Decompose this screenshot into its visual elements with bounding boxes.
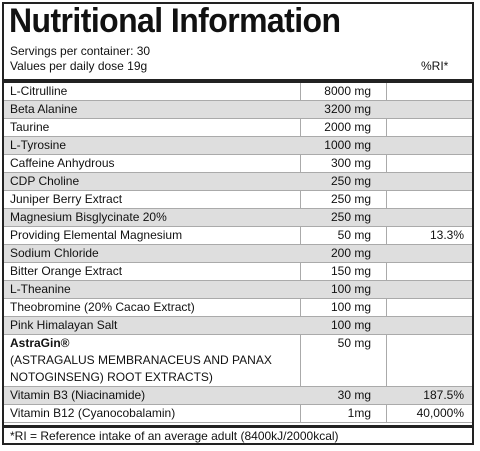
table-row: Bitter Orange Extract 150 mg [4,263,472,281]
nutrient-name-line: (ASTRAGALUS MEMBRANACEUS AND PANAX [10,353,272,367]
nutrient-amount: 1mg [347,406,371,420]
nutrient-ri: 187.5% [423,388,464,402]
nutrient-amount: 8000 mg [324,84,371,98]
top-rule [4,79,472,83]
nutrient-name: Theobromine (20% Cacao Extract) [10,300,195,314]
servings-text: Servings per container: 30 [10,44,151,58]
nutrient-name: Taurine [10,120,50,134]
nutrient-name: L-Tyrosine [10,138,67,152]
ri-column-header: %RI* [421,59,449,73]
table-row: L-Theanine 100 mg [4,281,472,299]
nutrient-amount: 50 mg [337,228,371,242]
nutrient-name: Magnesium Bisglycinate 20% [10,210,167,224]
nutrition-panel: Nutritional Information Servings per con… [2,2,474,445]
nutrient-amount: 250 mg [330,210,371,224]
nutrient-amount: 150 mg [330,264,371,278]
table-row: Juniper Berry Extract 250 mg [4,191,472,209]
nutrient-name: L-Citrulline [10,84,68,98]
table-row: Magnesium Bisglycinate 20% 250 mg [4,209,472,227]
nutrient-amount: 300 mg [330,156,371,170]
nutrient-name: Bitter Orange Extract [10,264,123,278]
nutrient-name: CDP Choline [10,174,80,188]
table-row: AstraGin® (ASTRAGALUS MEMBRANACEUS AND PA… [4,335,472,387]
table-row: Pink Himalayan Salt 100 mg [4,317,472,335]
table-row: Caffeine Anhydrous 300 mg [4,155,472,173]
nutrient-name: Caffeine Anhydrous [10,156,115,170]
nutrient-name: Pink Himalayan Salt [10,318,118,332]
nutrient-amount: 2000 mg [324,120,371,134]
nutrient-amount: 250 mg [330,174,371,188]
nutrient-amount: 100 mg [330,282,371,296]
table-row: Beta Alanine 3200 mg [4,101,472,119]
nutrient-name-line: NOTOGINSENG) ROOT EXTRACTS) [10,370,213,384]
nutrient-amount: 3200 mg [324,102,371,116]
nutrient-ri: 13.3% [429,228,464,242]
nutrient-name: Sodium Chloride [10,246,99,260]
values-per-text: Values per daily dose 19g [10,59,148,73]
nutrient-amount: 200 mg [330,246,371,260]
table-row: Theobromine (20% Cacao Extract) 100 mg [4,299,472,317]
nutrient-name: Providing Elemental Magnesium [10,228,183,242]
nutrient-amount: 250 mg [330,192,371,206]
nutrient-name: AstraGin® [10,336,70,350]
nutrient-amount: 50 mg [337,336,371,350]
nutrient-name: Juniper Berry Extract [10,192,123,206]
nutrient-amount: 1000 mg [324,138,371,152]
table-row: Sodium Chloride 200 mg [4,245,472,263]
nutrient-ri: 40,000% [416,406,464,420]
nutrient-amount: 30 mg [337,388,371,402]
table-row: L-Citrulline 8000 mg [4,83,472,101]
table-row: Providing Elemental Magnesium 50 mg 13.3% [4,227,472,245]
nutrient-name: Vitamin B12 (Cyanocobalamin) [10,406,176,420]
page-title: Nutritional Information [9,2,341,40]
footnote: *RI = Reference intake of an average adu… [10,429,339,443]
table-row: Vitamin B3 (Niacinamide) 30 mg 187.5% [4,387,472,405]
table-row: Vitamin B12 (Cyanocobalamin) 1mg 40,000% [4,405,472,423]
nutrient-name: L-Theanine [10,282,71,296]
nutrient-amount: 100 mg [330,318,371,332]
nutrient-name: Beta Alanine [10,102,78,116]
table-row: CDP Choline 250 mg [4,173,472,191]
nutrient-name: Vitamin B3 (Niacinamide) [10,388,146,402]
table-row: Taurine 2000 mg [4,119,472,137]
nutrient-amount: 100 mg [330,300,371,314]
nutrition-table: L-Citrulline 8000 mg Beta Alanine 3200 mg Ta… [4,83,472,423]
bottom-rule [4,425,472,428]
table-row: L-Tyrosine 1000 mg [4,137,472,155]
